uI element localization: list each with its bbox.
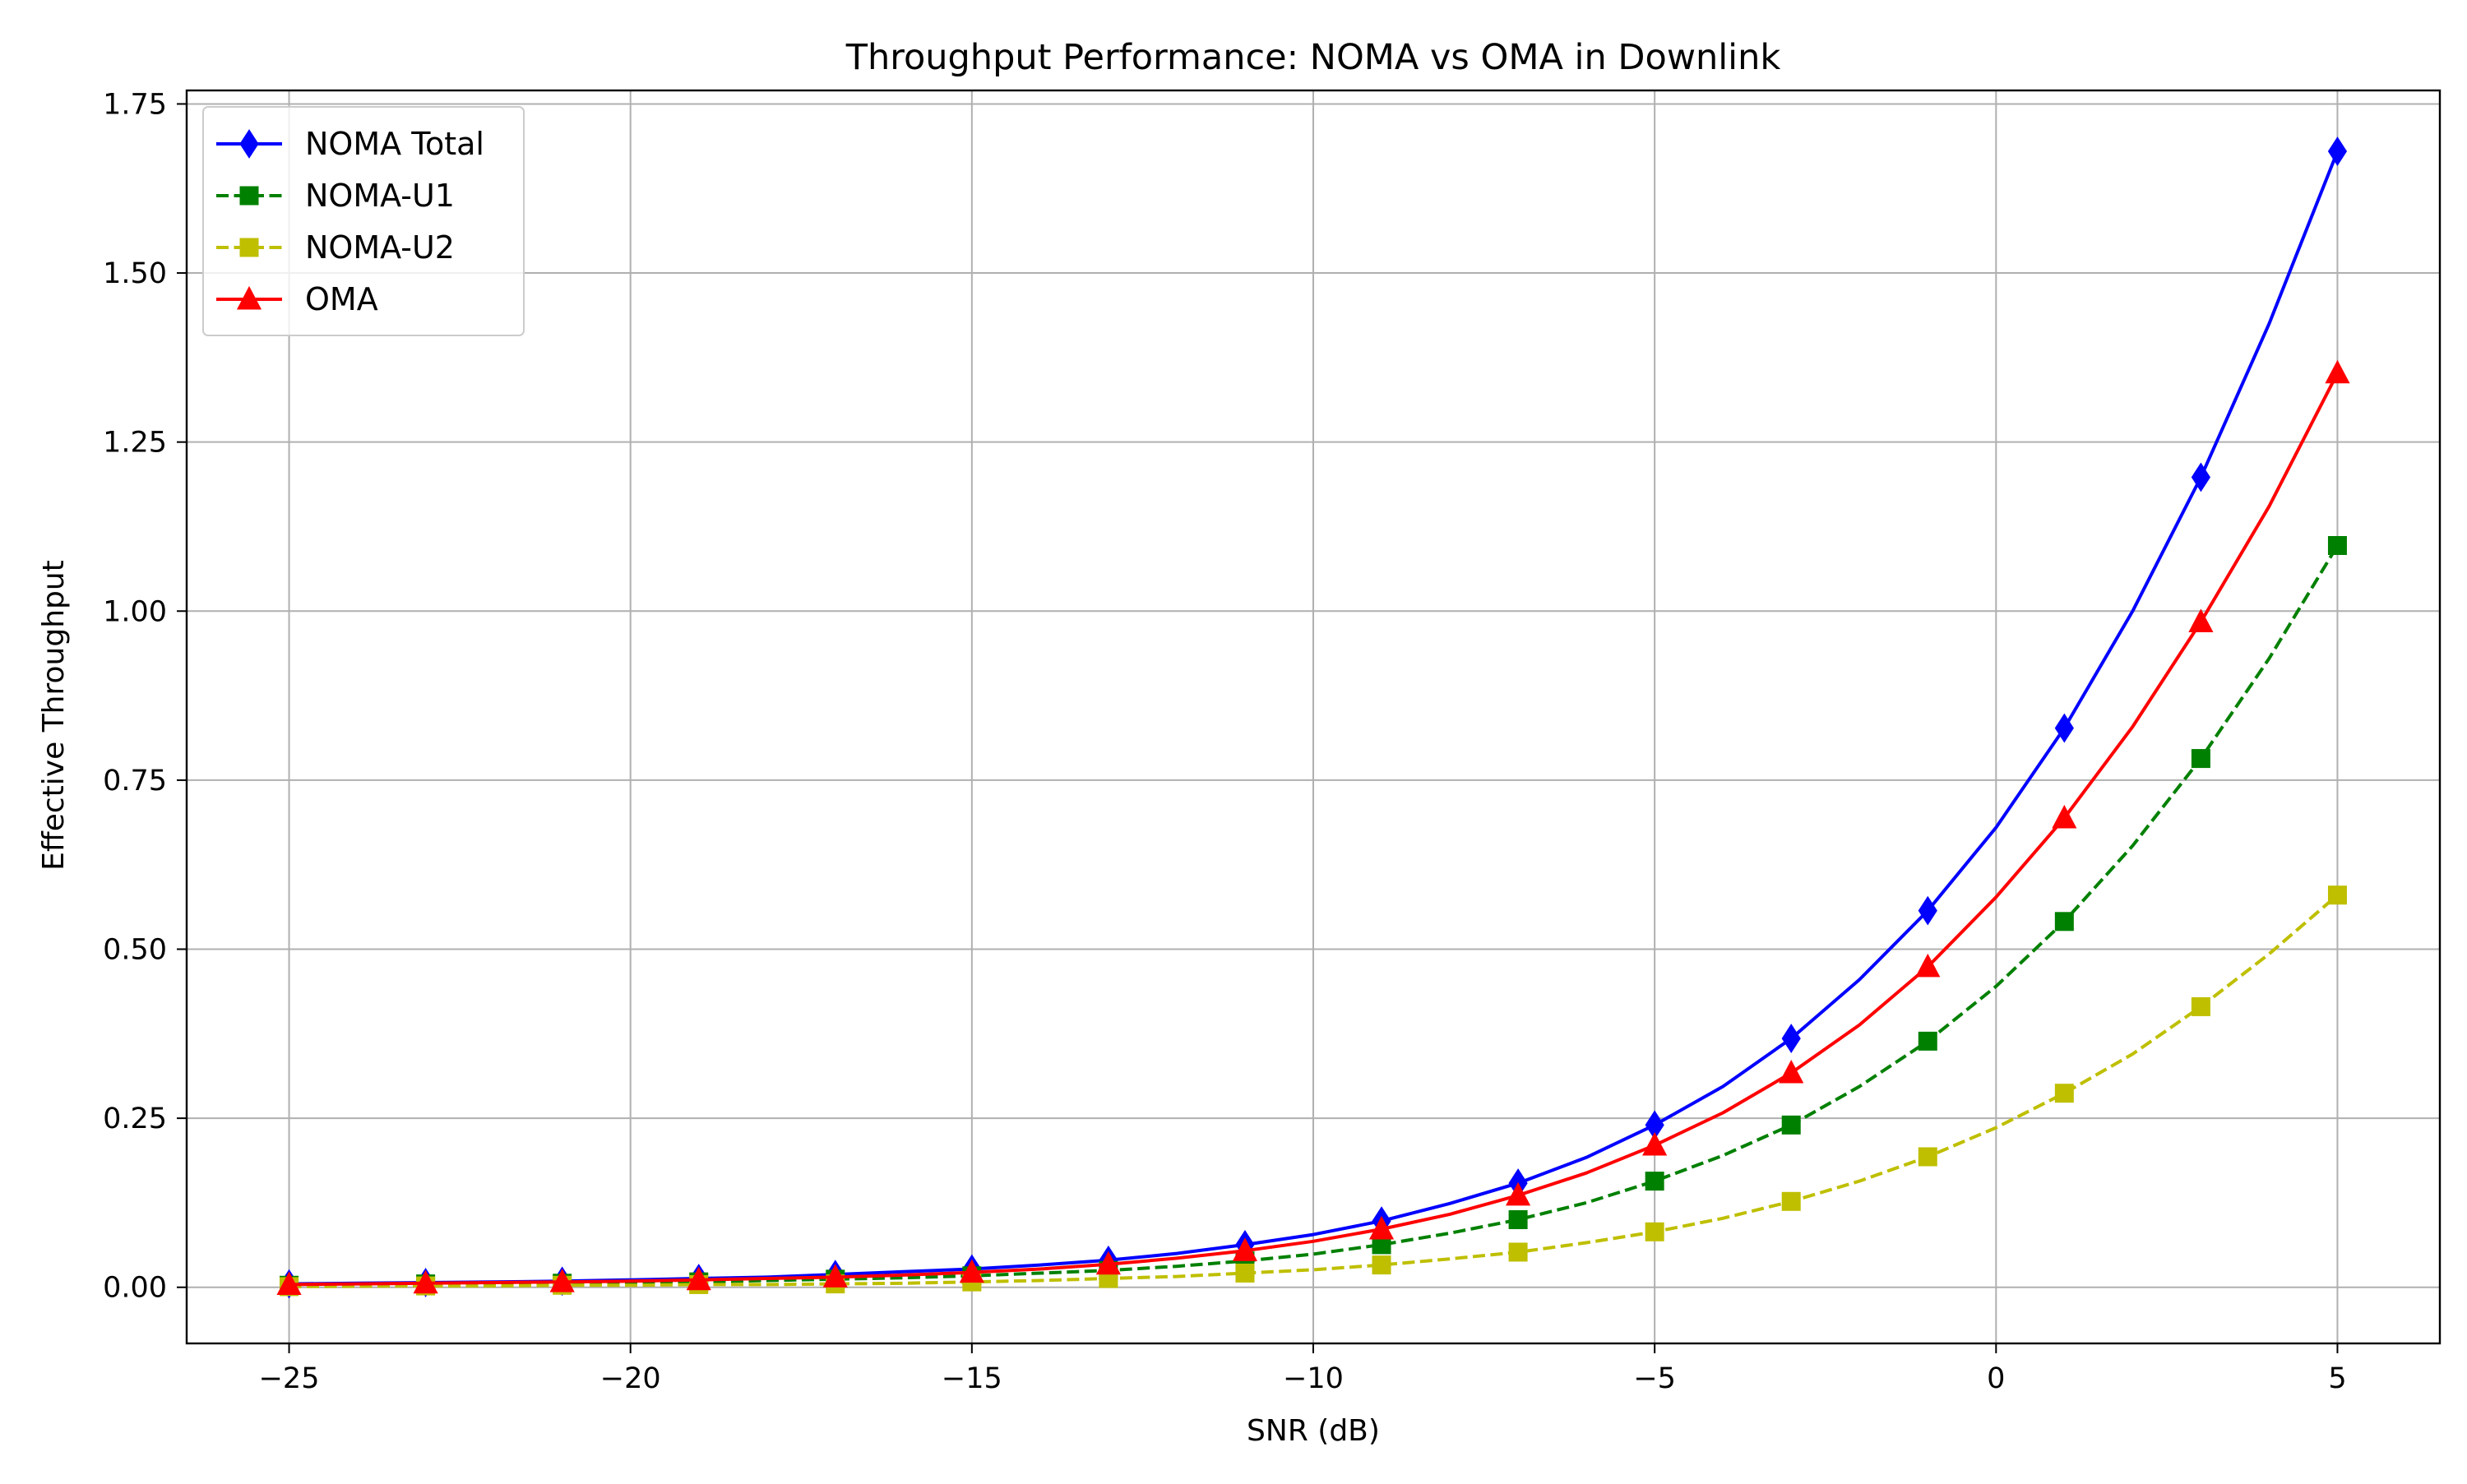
data-point-oma (1779, 1059, 1804, 1084)
data-point-noma-total (2054, 713, 2074, 743)
data-point-oma (1095, 1251, 1121, 1275)
legend-item-noma-total: NOMA Total (216, 126, 484, 162)
series-line-noma-u2 (289, 894, 2339, 1288)
data-point-oma (2325, 359, 2350, 384)
x-axis-label: SNR (dB) (1247, 1414, 1380, 1448)
y-tick-label: 0.00 (103, 1272, 167, 1305)
data-point-noma-u2 (1372, 1255, 1391, 1275)
y-tick-label: 0.75 (103, 765, 167, 797)
y-tick-label: 1.75 (103, 88, 167, 121)
legend: NOMA Total NOMA-U1 NOMA-U2 OMA (202, 106, 525, 336)
data-point-oma (1232, 1237, 1258, 1261)
series-layer (276, 136, 2350, 1299)
data-point-noma-u2 (2054, 1084, 2074, 1103)
data-point-noma-u1 (1645, 1172, 1664, 1191)
x-tick-label: −15 (942, 1362, 1002, 1395)
x-tick-label: −5 (1633, 1362, 1676, 1395)
data-point-oma (822, 1264, 848, 1288)
ticks: −25 −20 −15 −10 −5 0 5 0.00 0.25 0.50 0.75 1.00 1.25… (103, 88, 2347, 1395)
data-point-oma (686, 1266, 711, 1291)
x-tick-label: −10 (1283, 1362, 1344, 1395)
data-point-oma (2188, 608, 2214, 632)
y-tick-label: 0.50 (103, 934, 167, 967)
data-point-noma-u1 (1781, 1115, 1801, 1135)
legend-marker-noma-u1 (239, 186, 259, 206)
data-point-noma-u2 (1645, 1222, 1664, 1241)
y-axis-label: Effective Throughput (37, 560, 71, 871)
data-point-noma-u2 (1781, 1191, 1801, 1211)
chart-title: Throughput Performance: NOMA vs OMA in D… (845, 37, 1781, 78)
legend-label-oma: OMA (305, 281, 378, 317)
legend-box (202, 106, 525, 336)
data-point-oma (1642, 1131, 1668, 1156)
x-tick-label: −20 (600, 1362, 661, 1395)
legend-label-noma-u2: NOMA-U2 (305, 229, 455, 266)
legend-item-noma-u2: NOMA-U2 (216, 229, 455, 266)
data-point-noma-u2 (1918, 1147, 1937, 1167)
legend-marker-noma-total (239, 129, 259, 159)
data-point-oma (549, 1269, 575, 1292)
y-tick-label: 1.00 (103, 595, 167, 628)
data-point-noma-u1 (2191, 749, 2210, 769)
data-point-oma (2052, 804, 2077, 829)
legend-item-noma-u1: NOMA-U1 (216, 178, 455, 214)
data-point-oma (1915, 953, 1941, 978)
series-line-oma (289, 372, 2340, 1287)
data-point-noma-total (2191, 462, 2210, 492)
data-point-noma-total (1781, 1024, 1801, 1053)
data-point-oma (959, 1259, 984, 1283)
y-tick-label: 1.25 (103, 427, 167, 460)
data-point-noma-u1 (2054, 912, 2074, 932)
data-point-noma-u2 (1508, 1242, 1528, 1262)
x-tick-label: 0 (1987, 1362, 2005, 1395)
grid (187, 90, 2440, 1343)
data-point-noma-u1 (2327, 536, 2347, 556)
data-point-oma (1368, 1215, 1395, 1240)
series-oma (276, 359, 2350, 1295)
data-point-oma (276, 1271, 302, 1295)
data-point-noma-u1 (1508, 1209, 1528, 1229)
legend-marker-noma-u2 (239, 238, 259, 257)
legend-marker-oma (236, 285, 262, 310)
data-point-noma-total (2327, 136, 2348, 166)
y-tick-label: 1.50 (103, 257, 167, 290)
legend-label-noma-u1: NOMA-U1 (305, 178, 455, 214)
data-point-noma-u2 (2327, 885, 2347, 905)
legend-item-oma: OMA (216, 281, 378, 317)
data-point-noma-u2 (1235, 1263, 1255, 1283)
data-point-oma (1506, 1181, 1531, 1206)
data-point-oma (413, 1269, 438, 1294)
y-tick-label: 0.25 (103, 1103, 167, 1135)
legend-label-noma-total: NOMA Total (305, 126, 484, 162)
data-point-noma-total (1918, 895, 1937, 926)
data-point-noma-u1 (1918, 1031, 1937, 1051)
x-tick-label: −25 (259, 1362, 320, 1395)
data-point-noma-u2 (2191, 996, 2210, 1016)
x-tick-label: 5 (2328, 1362, 2346, 1395)
